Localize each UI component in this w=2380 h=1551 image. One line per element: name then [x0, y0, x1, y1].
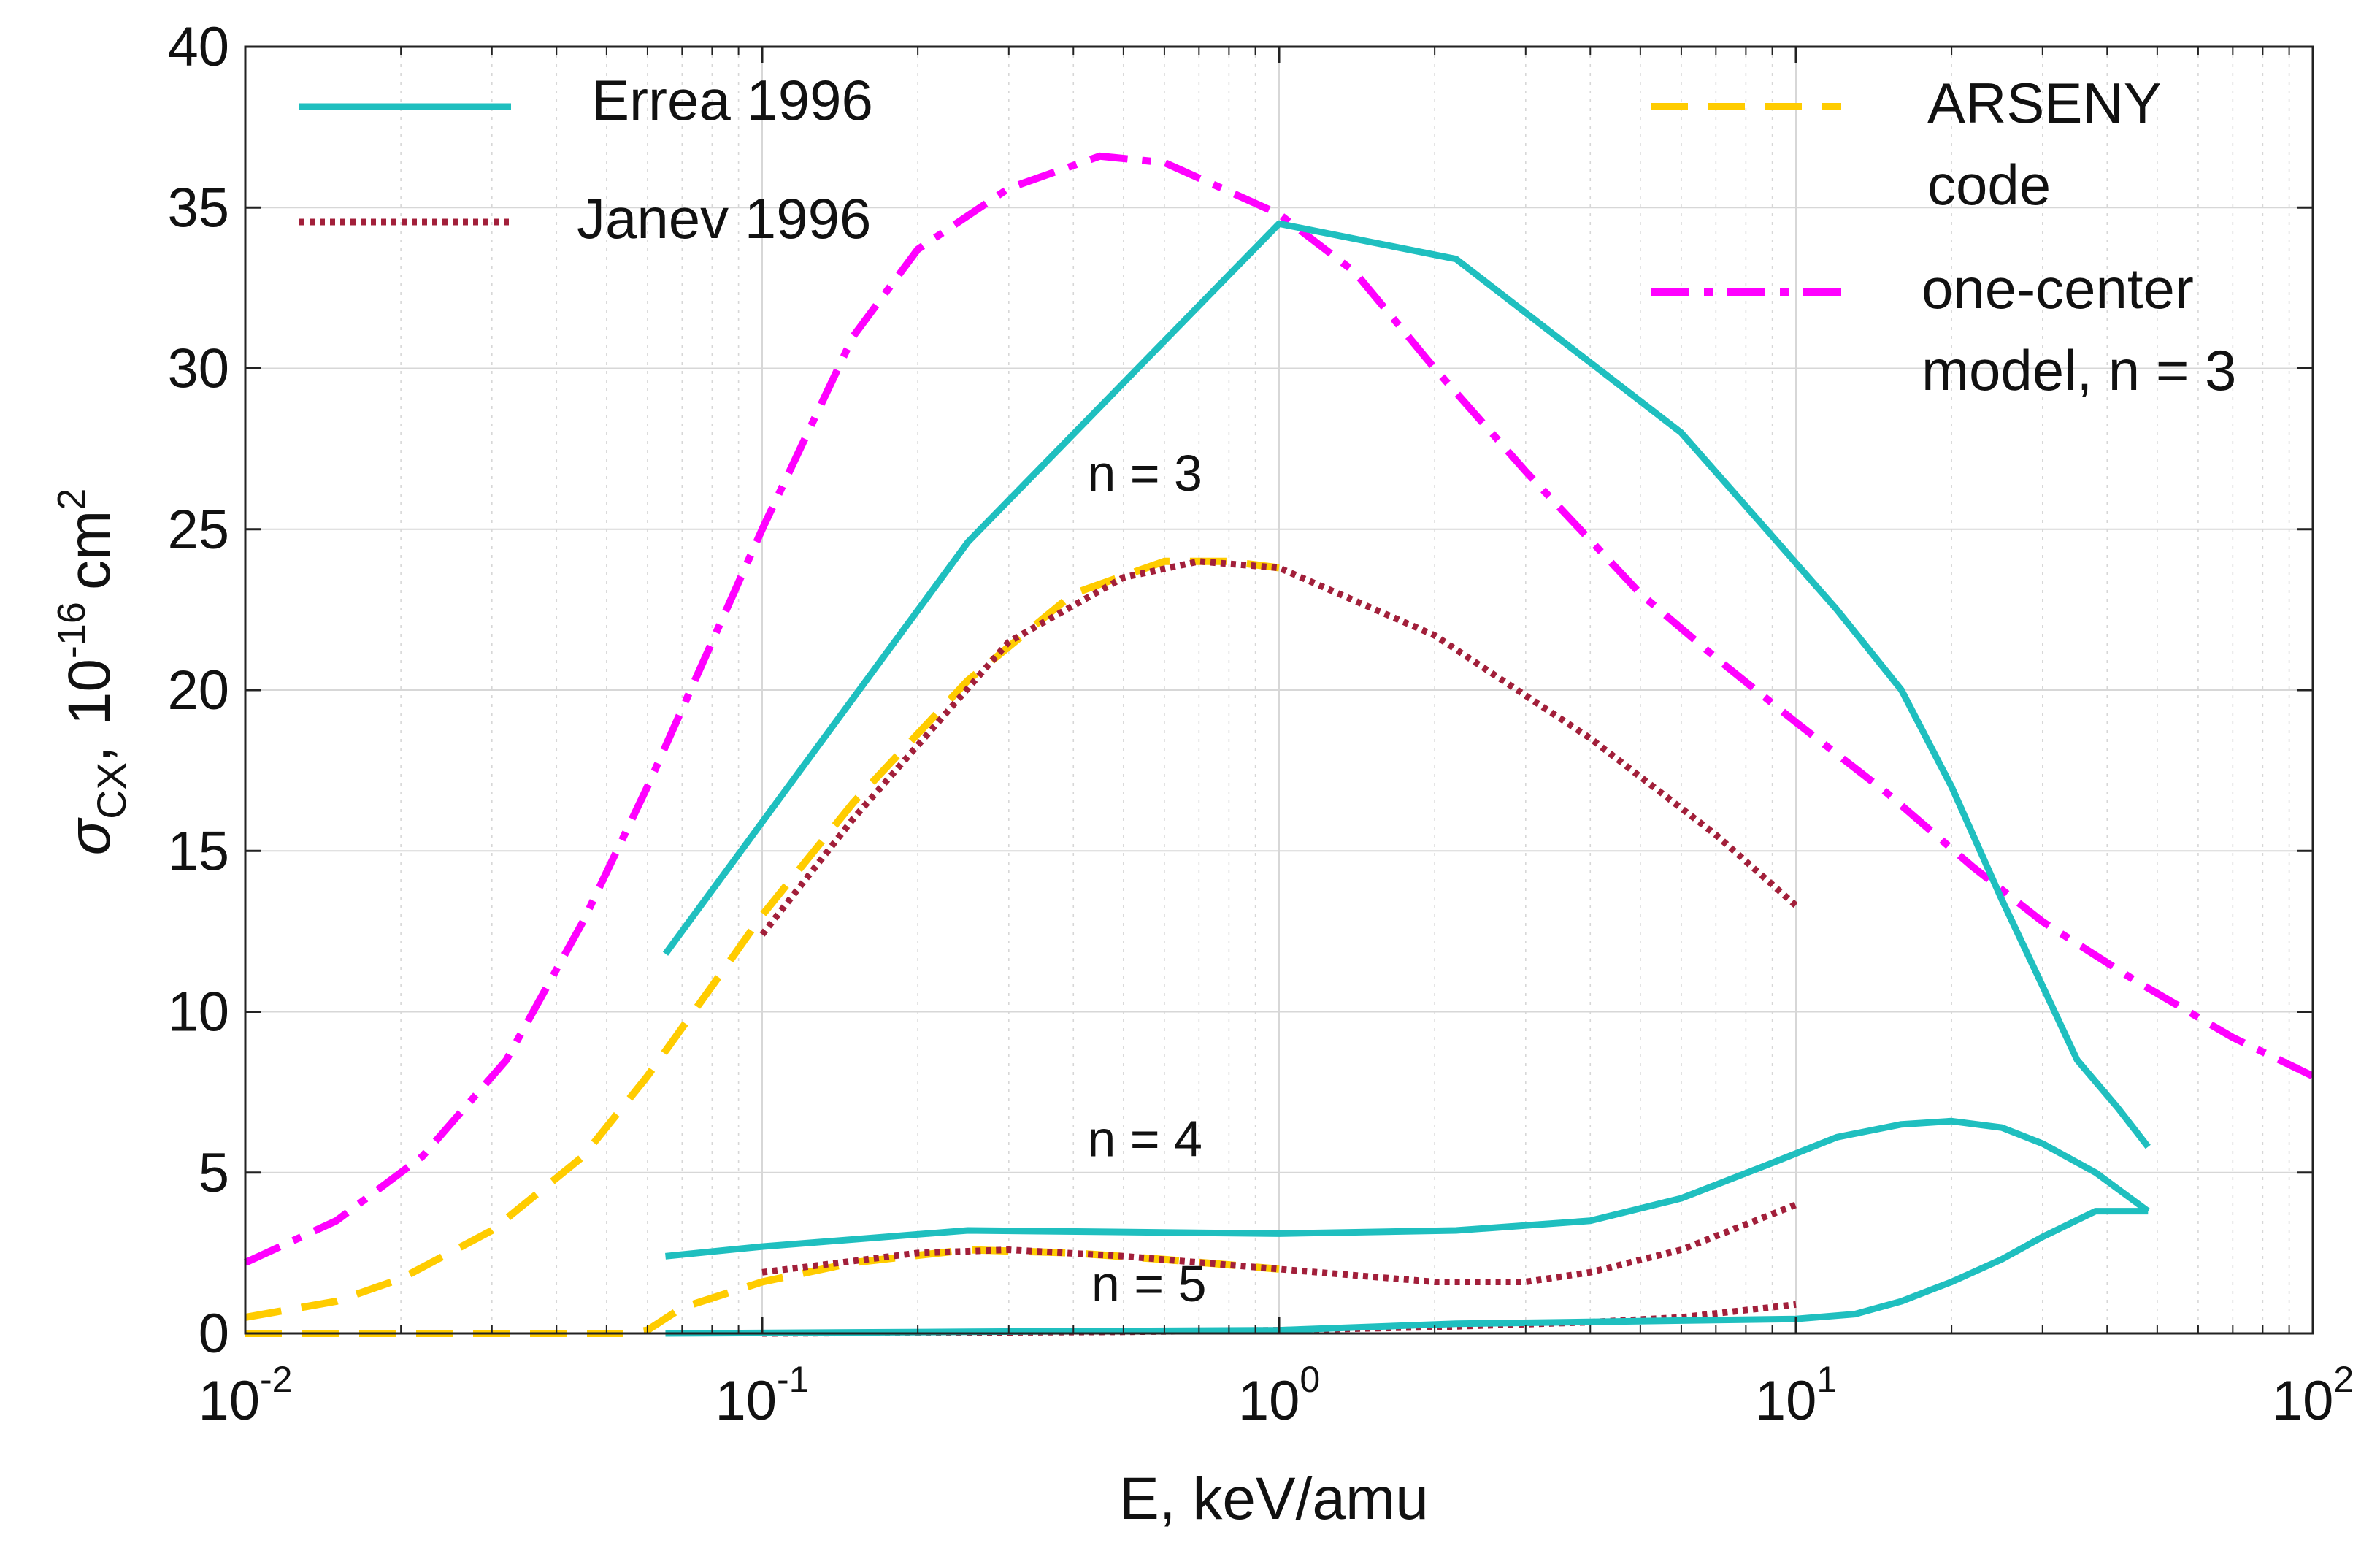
x-tick-label: 100 — [1238, 1359, 1320, 1432]
y-label-sep: , — [56, 746, 123, 762]
x-tick-label: 10-2 — [198, 1359, 292, 1432]
legend-label: Janev 1996 — [577, 186, 871, 250]
y-tick-label: 10 — [167, 981, 229, 1043]
legend-label-line2: code — [1927, 153, 2051, 217]
legend: Errea 1996 Janev 1996 ARSENY code one-center… — [299, 68, 2236, 402]
series-line-errea-1996-n-4 — [665, 1117, 2150, 1260]
y-tick-label: 35 — [167, 177, 229, 239]
y-tick-label: 15 — [167, 820, 229, 882]
legend-label: ARSENY — [1927, 71, 2162, 135]
y-tick-label: 5 — [199, 1142, 229, 1204]
y-axis-label: σCX, 10-16 cm2 — [50, 489, 134, 856]
annotation-label: n = 3 — [1087, 445, 1202, 502]
series-line-janev-1996-n-3 — [759, 558, 1798, 937]
y-tick-label: 0 — [199, 1303, 229, 1365]
x-tick-label: 102 — [2272, 1359, 2354, 1432]
series-line-arseny-code-n-3 — [245, 557, 1280, 1321]
y-tick-label: 40 — [167, 16, 229, 78]
legend-label-line2: model, n = 3 — [1922, 338, 2236, 402]
y-label-sub: CX — [88, 762, 134, 819]
annotation-label: n = 4 — [1087, 1111, 1202, 1168]
legend-label: one-center — [1922, 256, 2194, 321]
ticks: 0 5 10 15 20 25 30 35 40 10-2 10-1 100 101 102 — [167, 16, 2354, 1432]
series-line-one-center-model-n-3 — [243, 152, 2315, 1266]
annotations: n = 3 n = 4 n = 5 — [1087, 445, 1206, 1312]
y-label-unit-exp: -16 — [50, 602, 93, 659]
series-line-errea-1996-n-3 — [662, 220, 2151, 1149]
y-label-unit-pow: 2 — [50, 489, 93, 510]
x-axis-label: E, keV/amu — [1119, 1466, 1429, 1532]
svg-text:σCX,10-16cm2: σCX, 10-16 cm2 — [50, 489, 134, 856]
legend-label: Errea 1996 — [591, 68, 873, 132]
y-tick-label: 20 — [167, 659, 229, 721]
x-tick-label: 10-1 — [715, 1359, 809, 1432]
y-tick-label: 25 — [167, 499, 229, 561]
annotation-label: n = 5 — [1091, 1255, 1207, 1312]
x-tick-label: 101 — [1755, 1359, 1837, 1432]
y-label-unit: cm — [56, 510, 123, 590]
y-label-unit-base: 10 — [56, 659, 123, 725]
y-tick-label: 30 — [167, 338, 229, 400]
series-line-janev-1996-n-4 — [761, 1201, 1797, 1285]
y-label-sigma: σ — [56, 816, 123, 855]
